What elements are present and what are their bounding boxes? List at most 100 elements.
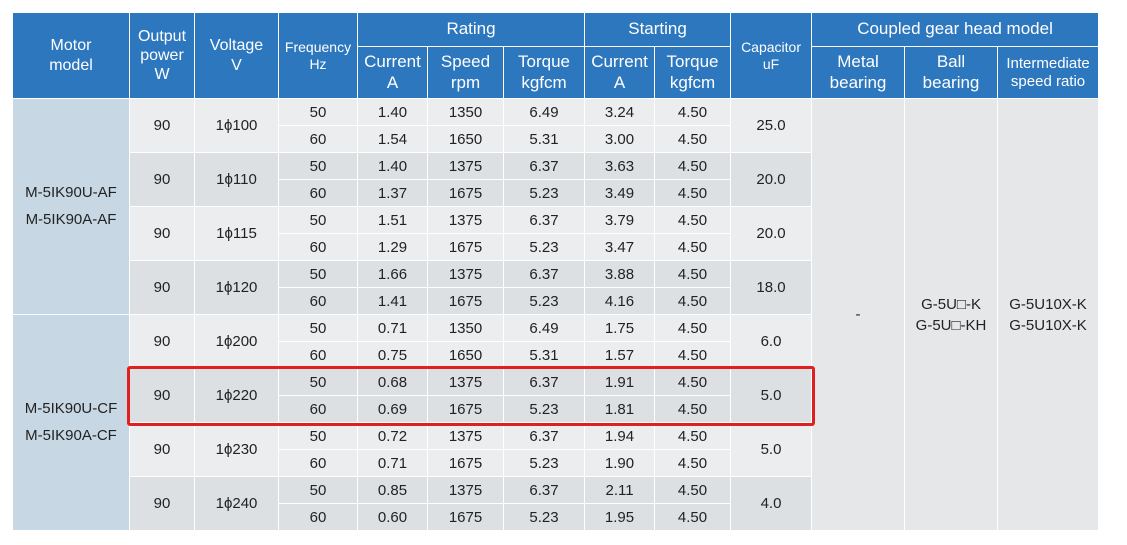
motor-model-name: M-5IK90U-CF	[24, 400, 118, 418]
header-capacitor: Capacitor uF	[730, 12, 813, 99]
rating-torque-cell: 6.37	[502, 206, 586, 234]
rating-torque-cell: 5.23	[502, 395, 586, 423]
capacitor-cell: 4.0	[730, 476, 813, 531]
table-row: 60 1.54 1650 5.31 3.00 4.50	[13, 125, 1099, 153]
starting-current-cell: 1.75	[584, 314, 656, 342]
intermediate-ratio-cell: G-5U10X-K G-5U10X-K	[997, 98, 1100, 531]
frequency-cell: 50	[278, 422, 358, 450]
rating-torque-cell: 5.23	[502, 233, 586, 261]
rating-speed-cell: 1675	[427, 449, 504, 477]
rating-torque-cell: 5.23	[502, 449, 586, 477]
starting-current-cell: 3.49	[584, 179, 656, 207]
ball-bearing-model: G-5U□-K	[921, 295, 981, 313]
starting-torque-cell: 4.50	[654, 314, 732, 342]
rating-torque-cell: 5.23	[502, 287, 586, 315]
starting-torque-cell: 4.50	[654, 206, 732, 234]
rating-speed-cell: 1375	[427, 152, 504, 180]
capacitor-cell: 18.0	[730, 260, 813, 315]
starting-current-cell: 3.00	[584, 125, 656, 153]
rating-torque-cell: 6.37	[502, 260, 586, 288]
ball-bearing-cell: G-5U□-K G-5U□-KH	[904, 98, 999, 531]
capacitor-cell: 25.0	[730, 98, 813, 153]
voltage-cell: 1ϕ220	[194, 368, 279, 423]
header-ball-bearing: Ball bearing	[904, 46, 999, 99]
rating-current-cell: 1.41	[357, 287, 428, 315]
voltage-cell: 1ϕ120	[194, 260, 279, 315]
frequency-cell: 60	[278, 125, 358, 153]
starting-torque-cell: 4.50	[654, 503, 732, 531]
header-starting-torque: Torque kgfcm	[654, 46, 732, 99]
rating-speed-cell: 1675	[427, 233, 504, 261]
metal-bearing-cell: -	[811, 98, 906, 531]
voltage-cell: 1ϕ115	[194, 206, 279, 261]
rating-speed-cell: 1375	[427, 368, 504, 396]
capacitor-cell: 5.0	[730, 368, 813, 423]
voltage-cell: 1ϕ240	[194, 476, 279, 531]
rating-current-cell: 0.75	[357, 341, 428, 369]
rating-current-cell: 0.69	[357, 395, 428, 423]
rating-current-cell: 1.66	[357, 260, 428, 288]
header-starting: Starting	[584, 12, 732, 47]
table-row: 60 0.69 1675 5.23 1.81 4.50	[13, 395, 1099, 423]
table-row: M-5IK90U-AF M-5IK90A-AF 90 1ϕ100 50 1.40 1350 6…	[12, 98, 1100, 531]
table-header: Motor model Output power W Voltage V Frequen…	[12, 12, 1100, 99]
starting-current-cell: 1.81	[584, 395, 656, 423]
rating-current-cell: 0.72	[357, 422, 428, 450]
frequency-cell: 50	[278, 260, 358, 288]
frequency-cell: 50	[278, 98, 358, 126]
output-power-cell: 90	[129, 314, 195, 369]
frequency-cell: 50	[278, 206, 358, 234]
starting-current-cell: 3.24	[584, 98, 656, 126]
header-metal-bearing: Metal bearing	[811, 46, 906, 99]
rating-torque-cell: 5.31	[502, 341, 586, 369]
rating-torque-cell: 5.23	[502, 503, 586, 531]
rating-current-cell: 0.68	[357, 368, 428, 396]
frequency-cell: 50	[278, 152, 358, 180]
starting-current-cell: 1.94	[584, 422, 656, 450]
rating-current-cell: 0.60	[357, 503, 428, 531]
rating-current-cell: 1.29	[357, 233, 428, 261]
table-row: 90 1ϕ220 50 0.68 1375 6.37 1.91 4.50 5.0	[13, 368, 1099, 423]
voltage-cell: 1ϕ200	[194, 314, 279, 369]
rating-speed-cell: 1375	[427, 476, 504, 504]
table-row: 90 1ϕ115 50 1.51 1375 6.37 3.79 4.50 20.0	[13, 206, 1099, 261]
rating-current-cell: 1.54	[357, 125, 428, 153]
starting-torque-cell: 4.50	[654, 395, 732, 423]
rating-current-cell: 1.51	[357, 206, 428, 234]
header-voltage: Voltage V	[194, 12, 279, 99]
intermediate-ratio-model: G-5U10X-K	[1009, 295, 1087, 313]
capacitor-cell: 6.0	[730, 314, 813, 369]
rating-speed-cell: 1375	[427, 422, 504, 450]
motor-model-name: M-5IK90A-AF	[25, 210, 117, 228]
starting-torque-cell: 4.50	[654, 98, 732, 126]
table-row: M-5IK90U-CF M-5IK90A-CF 90 1ϕ200 50 0.71 1350 6…	[12, 314, 1099, 531]
frequency-cell: 60	[278, 179, 358, 207]
header-starting-current: Current A	[584, 46, 656, 99]
frequency-cell: 60	[278, 395, 358, 423]
rating-speed-cell: 1650	[427, 125, 504, 153]
frequency-cell: 50	[278, 476, 358, 504]
rating-torque-cell: 6.49	[502, 314, 586, 342]
frequency-cell: 50	[278, 368, 358, 396]
starting-current-cell: 4.16	[584, 287, 656, 315]
rating-torque-cell: 5.31	[502, 125, 586, 153]
intermediate-ratio-model: G-5U10X-K	[1009, 316, 1087, 334]
output-power-cell: 90	[129, 476, 195, 531]
rating-torque-cell: 6.37	[502, 422, 586, 450]
table-row: 90 1ϕ110 50 1.40 1375 6.37 3.63 4.50 20.0	[13, 152, 1099, 207]
rating-torque-cell: 6.49	[502, 98, 586, 126]
header-rating-torque: Torque kgfcm	[502, 46, 586, 99]
output-power-cell: 90	[129, 422, 195, 477]
table-body: M-5IK90U-AF M-5IK90A-AF 90 1ϕ100 50 1.40 1350 6…	[12, 98, 1100, 531]
output-power-cell: 90	[129, 206, 195, 261]
motor-model-name: M-5IK90U-AF	[25, 184, 117, 202]
frequency-cell: 60	[278, 449, 358, 477]
rating-speed-cell: 1675	[427, 179, 504, 207]
output-power-cell: 90	[129, 152, 195, 207]
rating-speed-cell: 1675	[427, 395, 504, 423]
rating-speed-cell: 1675	[427, 503, 504, 531]
motor-spec-table: Motor model Output power W Voltage V Frequen…	[12, 12, 1100, 531]
starting-torque-cell: 4.50	[654, 260, 732, 288]
header-rating: Rating	[356, 12, 586, 47]
table-row: 60 1.41 1675 5.23 4.16 4.50	[13, 287, 1099, 315]
